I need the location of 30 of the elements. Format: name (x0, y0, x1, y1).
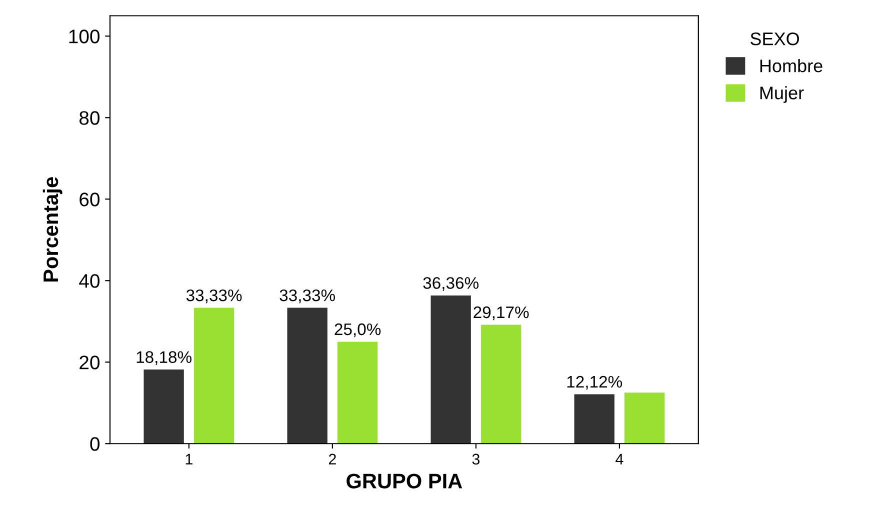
bar (574, 394, 614, 444)
y-tick-label: 0 (90, 437, 100, 451)
legend-label: Mujer (760, 86, 804, 103)
data-label: 36,36% (423, 277, 479, 291)
x-axis-title: GRUPO PIA (346, 474, 462, 488)
legend-label: Hombre (760, 59, 822, 72)
bar (144, 370, 184, 444)
x-tick-label: 4 (616, 454, 624, 464)
x-tick-label: 1 (186, 454, 192, 464)
bar (287, 308, 328, 444)
y-tick-label: 100 (69, 30, 100, 44)
bar (194, 308, 234, 444)
legend-title: SEXO (750, 32, 799, 46)
y-tick-label: 40 (79, 274, 100, 288)
y-axis-title: Porcentaje (42, 177, 62, 282)
data-label: 33,33% (186, 289, 242, 304)
y-tick-label: 20 (80, 356, 100, 370)
data-label: 29,17% (474, 306, 529, 320)
data-label: 12,12% (567, 376, 622, 390)
x-tick-label: 3 (472, 454, 480, 465)
data-label: 33,33% (280, 289, 335, 304)
y-tick-label: 60 (80, 192, 100, 206)
bar (337, 342, 378, 444)
y-tick-label: 80 (79, 111, 100, 125)
x-tick-label: 2 (328, 454, 336, 464)
bar (624, 392, 665, 444)
data-label: 25,0% (334, 323, 381, 338)
bar (430, 295, 471, 444)
data-label: 18,18% (136, 351, 192, 365)
bar (480, 324, 522, 444)
